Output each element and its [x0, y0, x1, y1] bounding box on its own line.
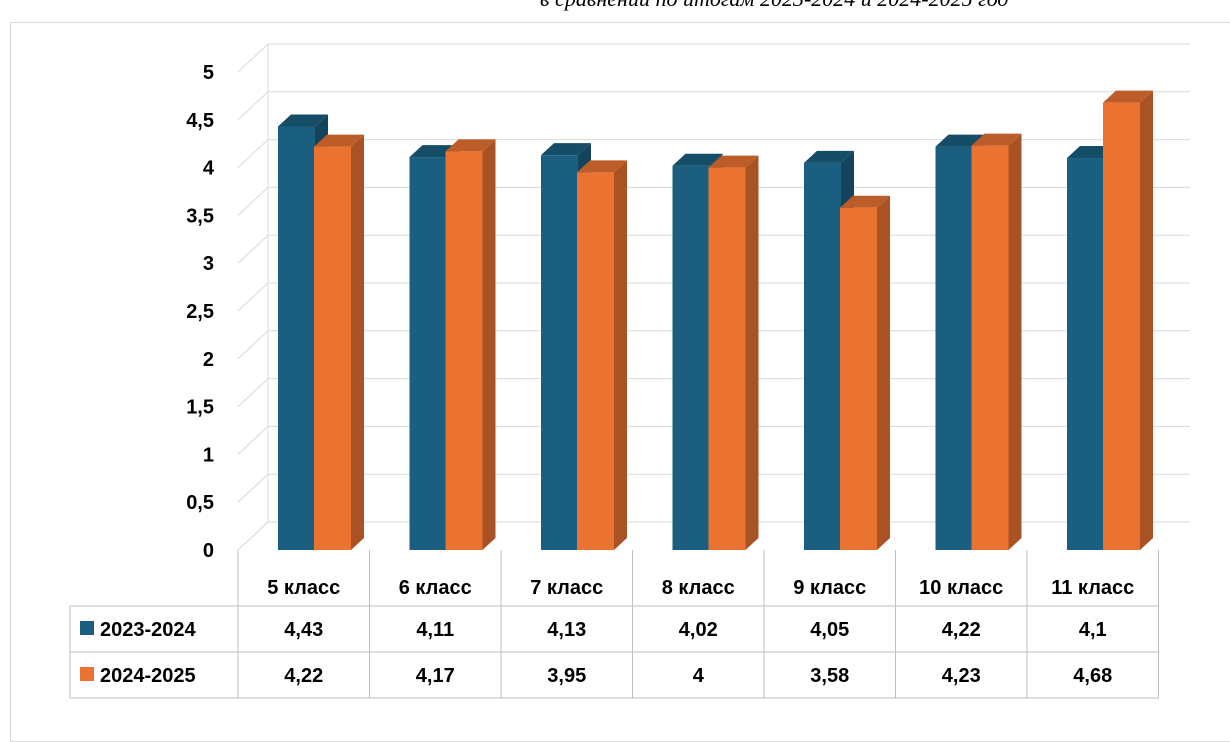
bar: [577, 172, 614, 550]
data-label: 4,43: [284, 619, 323, 641]
bar-top: [577, 160, 627, 173]
y-tick-label: 4,5: [186, 110, 214, 132]
data-label: 4,05: [810, 619, 849, 641]
bar: [672, 165, 710, 551]
category-label: 9 класс: [793, 577, 866, 599]
bar-top: [1103, 90, 1153, 103]
bar-top: [708, 155, 759, 168]
bar-top: [672, 153, 723, 166]
bar: [804, 162, 841, 550]
bar-top: [278, 114, 328, 127]
bar-side: [482, 139, 496, 550]
bar-top: [971, 133, 1022, 146]
bar-side: [877, 195, 890, 550]
legend-label: 2024-2025: [100, 665, 196, 687]
side-gridline: [237, 330, 269, 360]
category-label: 6 класс: [399, 577, 472, 599]
y-tick-label: 0: [203, 540, 214, 562]
side-gridline: [237, 43, 269, 73]
bar: [409, 157, 447, 551]
bar-side: [614, 160, 627, 550]
y-tick-label: 2,5: [186, 301, 214, 323]
bar-chart: 0 0,5 1 1,5 2 2,5 3 3,5 4 4,5 5 5 класс 6 класс 7 кла…: [69, 43, 1190, 699]
bar-top: [804, 150, 854, 163]
bar: [278, 126, 315, 550]
data-label: 4: [693, 665, 705, 687]
data-label: 3,95: [547, 665, 586, 687]
y-tick-label: 1,5: [186, 397, 214, 419]
y-tick-label: 5: [203, 62, 214, 84]
y-tick-label: 3: [203, 253, 214, 275]
bar: [314, 146, 351, 550]
legend-swatch: [80, 667, 94, 681]
bar-top: [935, 134, 986, 147]
bar: [935, 146, 973, 550]
category-label: 8 класс: [662, 577, 735, 599]
bar-side: [351, 134, 364, 550]
bar-top: [445, 139, 496, 152]
bar-top: [840, 195, 890, 208]
bar-side: [745, 155, 759, 550]
bar-top: [314, 134, 364, 147]
bar: [1067, 158, 1104, 551]
category-label: 11 класс: [1051, 577, 1134, 599]
side-gridline: [237, 234, 269, 264]
bar: [708, 167, 746, 550]
category-label: 7 класс: [530, 577, 603, 599]
data-label: 3,58: [810, 665, 849, 687]
y-tick-label: 4: [203, 158, 215, 180]
y-tick-label: 1: [203, 444, 214, 466]
side-gridline: [237, 521, 269, 551]
y-tick-label: 0,5: [186, 492, 214, 514]
bar: [445, 151, 483, 550]
bar: [1103, 102, 1140, 550]
side-gridline: [237, 473, 269, 503]
data-label: 4,17: [416, 665, 455, 687]
data-label: 4,22: [284, 665, 323, 687]
data-label: 4,13: [547, 619, 586, 641]
data-label: 4,23: [942, 665, 981, 687]
data-label: 4,1: [1079, 619, 1107, 641]
bar-top: [541, 143, 591, 156]
category-label: 5 класс: [267, 577, 340, 599]
side-gridline: [237, 426, 269, 455]
data-label: 4,02: [679, 619, 718, 641]
data-label: 4,68: [1073, 665, 1112, 687]
side-gridline: [237, 91, 269, 121]
category-label: 10 класс: [919, 577, 1003, 599]
side-gridline: [237, 282, 269, 312]
side-gridline: [237, 139, 269, 168]
legend-label: 2023-2024: [100, 619, 197, 641]
chart-caption: в сравнении по итогам 2023-2024 и 2024-2…: [540, 0, 1230, 12]
side-gridline: [237, 187, 269, 216]
side-gridline: [237, 378, 269, 407]
bar: [541, 155, 578, 550]
data-label: 4,22: [942, 619, 981, 641]
legend-swatch: [80, 621, 94, 635]
bar-side: [1140, 90, 1153, 550]
bar: [840, 207, 877, 550]
data-label: 4,11: [416, 619, 454, 641]
y-tick-label: 3,5: [186, 205, 214, 227]
bar-side: [1008, 133, 1022, 550]
y-tick-label: 2: [203, 349, 214, 371]
bar: [971, 145, 1009, 550]
